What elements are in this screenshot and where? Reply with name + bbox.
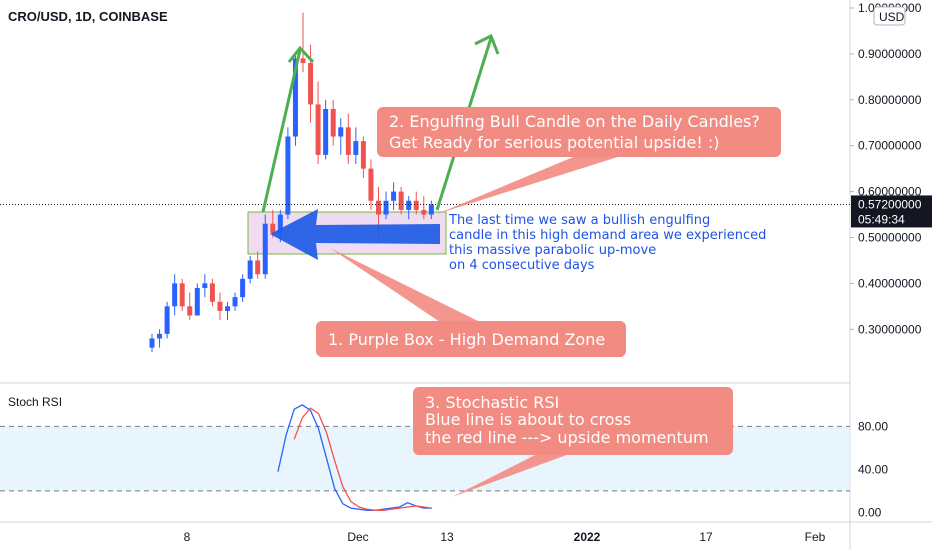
callout-1-pointer	[330, 248, 480, 322]
candle-body	[172, 283, 178, 307]
candle-body	[179, 283, 185, 307]
candle-body	[406, 200, 412, 210]
candle-body	[345, 127, 351, 155]
candle-body	[270, 223, 276, 233]
candle-body	[376, 200, 381, 215]
stoch-rsi-tick-label: 0.00	[858, 505, 882, 519]
candles-group	[149, 12, 434, 353]
candle-body	[149, 338, 155, 348]
candle-body	[262, 223, 268, 275]
callout-3-pointer	[452, 450, 580, 497]
last-price-value: 0.57200000	[858, 197, 922, 211]
callout-2-pointer	[437, 150, 640, 214]
stoch-rsi-d-line	[293, 407, 432, 511]
candle-body	[353, 141, 359, 155]
stoch-rsi-k-line	[277, 404, 432, 511]
time-tick-label: 13	[440, 530, 454, 544]
candle-body	[338, 127, 344, 137]
callout-3-box[interactable]	[413, 387, 733, 455]
green-arrow-past	[261, 49, 302, 213]
candle-body	[232, 297, 238, 307]
price-axis[interactable]: 0.30000000 0.40000000 0.50000000 0.60000000…	[850, 1, 922, 336]
stoch-rsi-tick-label: 40.00	[858, 462, 888, 476]
candle-body	[308, 63, 314, 105]
currency-label: USD	[879, 10, 905, 24]
candle-body	[315, 104, 321, 155]
candle-body	[164, 306, 170, 334]
candle-body	[240, 278, 246, 298]
price-tick-label: 0.40000000	[858, 276, 922, 290]
time-axis[interactable]: 8 Dec 13 2022 17 Feb	[184, 530, 826, 544]
candle-body	[421, 209, 427, 215]
price-tick-label: 0.30000000	[858, 322, 922, 336]
note-line1: The last time we saw a bullish engulfing	[448, 213, 710, 228]
candle-body	[247, 260, 253, 279]
green-arrow-future-head	[474, 33, 500, 55]
candle-body	[255, 260, 261, 275]
candle-body	[277, 214, 283, 233]
price-tick-label: 0.80000000	[858, 93, 922, 107]
callout-2-line1: 2. Engulfing Bull Candle on the Daily Ca…	[389, 112, 760, 131]
countdown-timer: 05:49:34	[858, 212, 905, 226]
note-line3: this massive parabolic up-move	[449, 243, 656, 258]
time-tick-label: 17	[699, 530, 713, 544]
price-tick-label: 0.60000000	[858, 185, 922, 199]
callout-1-box[interactable]	[316, 321, 626, 357]
callout-1-text: 1. Purple Box - High Demand Zone	[328, 330, 605, 349]
candle-body	[398, 191, 404, 210]
candle-body	[225, 306, 230, 311]
candle-body	[285, 136, 291, 215]
candle-body	[391, 191, 397, 201]
callout-2-line2: Get Ready for serious potential upside! …	[389, 133, 719, 152]
price-tick-label: 0.50000000	[858, 230, 922, 244]
callout-3-line3: the red line ---> upside momentum	[425, 428, 709, 447]
candle-body	[209, 283, 215, 302]
time-tick-label: 2022	[574, 530, 601, 544]
candle-body	[428, 204, 434, 215]
callout-3-line1: 3. Stochastic RSI	[425, 393, 559, 412]
candle-body	[413, 200, 419, 210]
candle-body	[368, 168, 374, 201]
candle-body	[330, 108, 336, 137]
stoch-rsi-axis[interactable]: 0.00 40.00 80.00	[858, 419, 888, 519]
candle-body	[217, 301, 223, 311]
candle-body	[300, 58, 306, 64]
candle-body	[383, 200, 389, 215]
green-arrow-past-head	[287, 45, 315, 64]
callout-3-line2: Blue line is about to cross	[425, 410, 631, 429]
stoch-rsi-title: Stoch RSI	[8, 395, 62, 409]
candle-body	[202, 283, 208, 288]
candle-body	[292, 58, 298, 137]
last-price-label	[851, 195, 932, 228]
time-tick-label: 8	[184, 530, 191, 544]
note-line4: on 4 consecutive days	[449, 258, 595, 273]
candle-body	[187, 306, 193, 316]
stoch-rsi-tick-label: 80.00	[858, 419, 888, 433]
price-tick-label: 0.90000000	[858, 47, 922, 61]
blue-arrow	[270, 209, 440, 260]
callout-2-box[interactable]	[377, 107, 781, 157]
candle-body	[323, 108, 329, 155]
chart-title: CRO/USD, 1D, COINBASE	[8, 9, 168, 24]
currency-button[interactable]	[873, 6, 906, 26]
price-tick-label: 0.70000000	[858, 139, 922, 153]
candle-body	[157, 333, 163, 339]
note-line2: candle in this high demand area we exper…	[449, 228, 766, 243]
time-tick-label: Feb	[805, 530, 826, 544]
time-tick-label: Dec	[347, 530, 368, 544]
candle-body	[360, 141, 366, 169]
candle-body	[194, 287, 200, 316]
